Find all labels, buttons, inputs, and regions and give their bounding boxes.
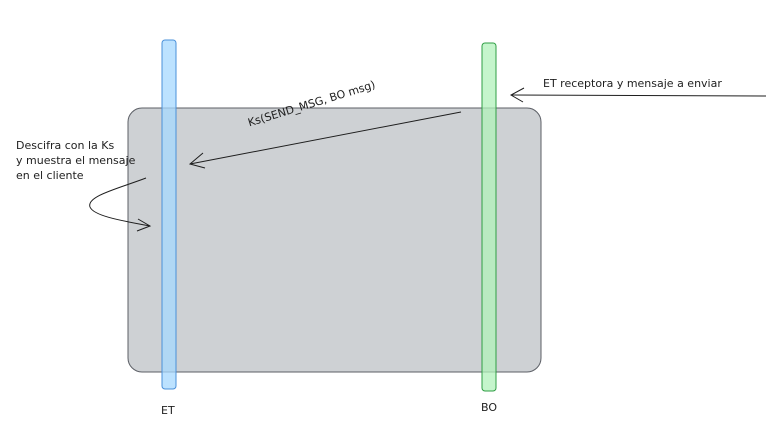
message-arrow xyxy=(188,111,462,169)
lane-label-et: ET xyxy=(161,404,175,417)
note-decrypt: Descifra con la Ks y muestra el mensaje … xyxy=(16,138,135,183)
frame-box xyxy=(127,107,542,373)
note-decrypt-line-3: en el cliente xyxy=(16,169,84,182)
note-decrypt-line-2: y muestra el mensaje xyxy=(16,154,136,167)
lifeline-bo xyxy=(481,42,497,392)
note-incoming: ET receptora y mensaje a enviar xyxy=(543,77,722,90)
note-decrypt-line-1: Descifra con la Ks xyxy=(16,139,115,152)
note-arrow xyxy=(89,177,152,232)
incoming-arrow xyxy=(509,87,767,103)
lifeline-et xyxy=(161,39,177,390)
lane-label-bo: BO xyxy=(481,401,498,414)
